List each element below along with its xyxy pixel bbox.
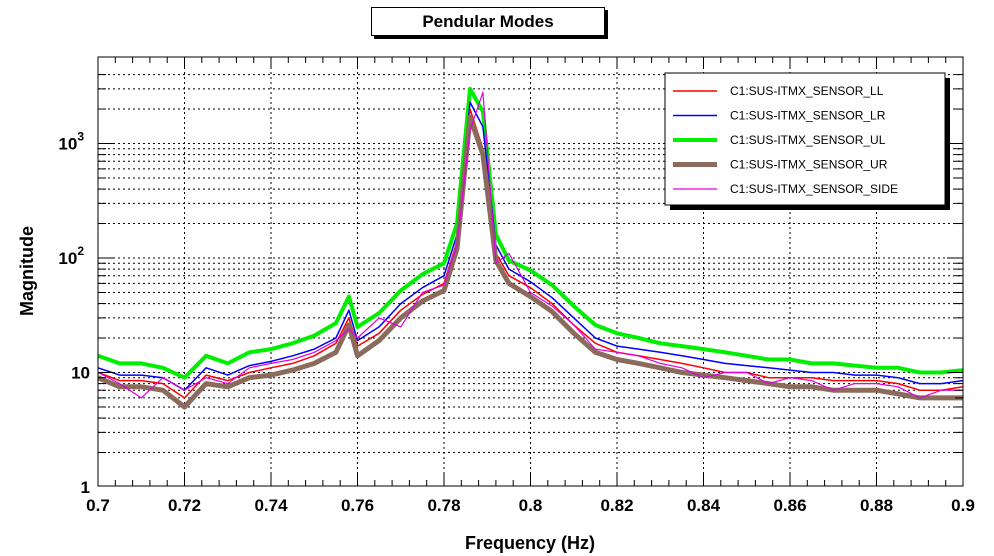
legend-label: C1:SUS-ITMX_SENSOR_LR <box>730 109 886 123</box>
y-tick-label: 102 <box>58 244 84 268</box>
y-axis-title: Magnitude <box>17 226 37 316</box>
y-tick-label: 1 <box>81 478 90 497</box>
series-line-c1-sus-itmx-sensor-ll <box>97 108 964 399</box>
x-tick-label: 0.88 <box>860 496 893 515</box>
series-line-c1-sus-itmx-sensor-ur <box>97 114 963 410</box>
legend-label: C1:SUS-ITMX_SENSOR_UR <box>730 158 888 172</box>
series-line-c1-sus-itmx-sensor-lr <box>97 101 964 391</box>
x-axis-title: Frequency (Hz) <box>465 533 595 553</box>
x-tick-label: 0.84 <box>687 496 721 515</box>
tick-labels: 0.7 0.72 0.74 0.76 0.78 0.8 0.82 0.84 0.86 0.88 0.… <box>58 130 974 516</box>
x-tick-label: 0.86 <box>773 496 806 515</box>
chart-title: Pendular Modes <box>371 7 605 36</box>
series-lines <box>97 86 964 410</box>
y-tick-label: 103 <box>58 130 84 154</box>
x-tick-label: 0.74 <box>254 496 288 515</box>
x-tick-label: 0.78 <box>427 496 460 515</box>
x-tick-label: 0.76 <box>341 496 374 515</box>
x-tick-label: 0.82 <box>600 496 633 515</box>
x-tick-label: 0.9 <box>951 496 975 515</box>
x-tick-label: 0.72 <box>168 496 201 515</box>
series-line-c1-sus-itmx-sensor-side <box>97 91 963 399</box>
y-tick-label: 10 <box>71 364 90 383</box>
legend-label: C1:SUS-ITMX_SENSOR_LL <box>730 84 884 98</box>
x-tick-label: 0.7 <box>86 496 110 515</box>
legend-label: C1:SUS-ITMX_SENSOR_SIDE <box>730 182 898 196</box>
x-tick-label: 0.8 <box>519 496 543 515</box>
series-line-c1-sus-itmx-sensor-ul <box>97 86 964 380</box>
axis-ticks <box>97 57 964 486</box>
legend: C1:SUS-ITMX_SENSOR_LL C1:SUS-ITMX_SENSOR_… <box>664 72 950 210</box>
legend-label: C1:SUS-ITMX_SENSOR_UL <box>730 133 886 147</box>
